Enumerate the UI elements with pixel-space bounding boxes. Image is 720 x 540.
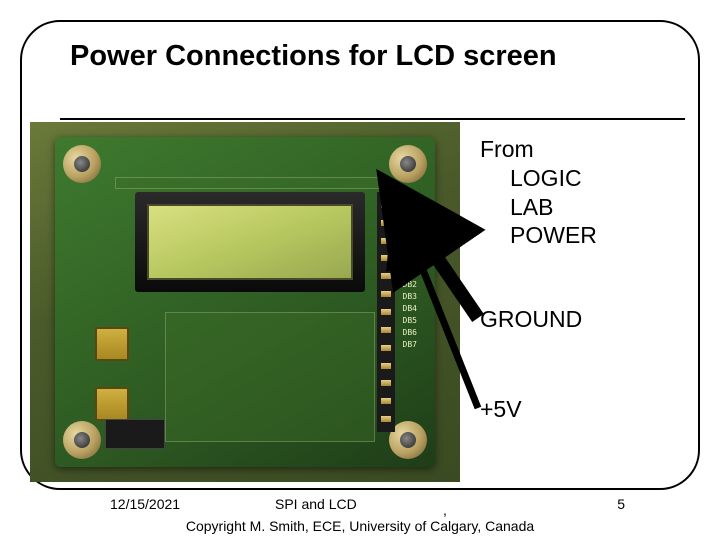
footer-comma: , [443, 502, 447, 518]
pin-silkscreen-labels: GND +5V E R/W D/I DB0 DB1 DB2 DB3 DB4 DB… [403, 195, 417, 351]
from-logic-lab-power-text: From LOGIC LAB POWER [480, 135, 597, 250]
from-line: LAB [510, 193, 597, 222]
lcd-glass [147, 204, 353, 280]
standoff-bottom-left [63, 421, 101, 459]
title-underline [60, 118, 685, 120]
lcd-board-photo: GND +5V E R/W D/I DB0 DB1 DB2 DB3 DB4 DB… [30, 122, 460, 482]
from-heading: From [480, 135, 597, 164]
standoff-top-left [63, 145, 101, 183]
footer-area: , Copyright M. Smith, ECE, University of… [0, 502, 720, 534]
plus-5v-label: +5V [480, 395, 522, 424]
header-socket [105, 419, 165, 449]
standoff-top-right [389, 145, 427, 183]
pcb-board: GND +5V E R/W D/I DB0 DB1 DB2 DB3 DB4 DB… [55, 137, 435, 467]
from-line: LOGIC [510, 164, 597, 193]
footer-copyright: Copyright M. Smith, ECE, University of C… [186, 518, 534, 534]
pin-header-connector [377, 192, 395, 432]
chip-ic [95, 327, 129, 361]
pcb-trace-area [165, 312, 375, 442]
lcd-module-frame [135, 192, 365, 292]
slide-title: Power Connections for LCD screen [70, 40, 610, 73]
ground-label: GROUND [480, 305, 582, 334]
pcb-trace [115, 177, 385, 189]
from-line: POWER [510, 221, 597, 250]
chip-ic [95, 387, 129, 421]
